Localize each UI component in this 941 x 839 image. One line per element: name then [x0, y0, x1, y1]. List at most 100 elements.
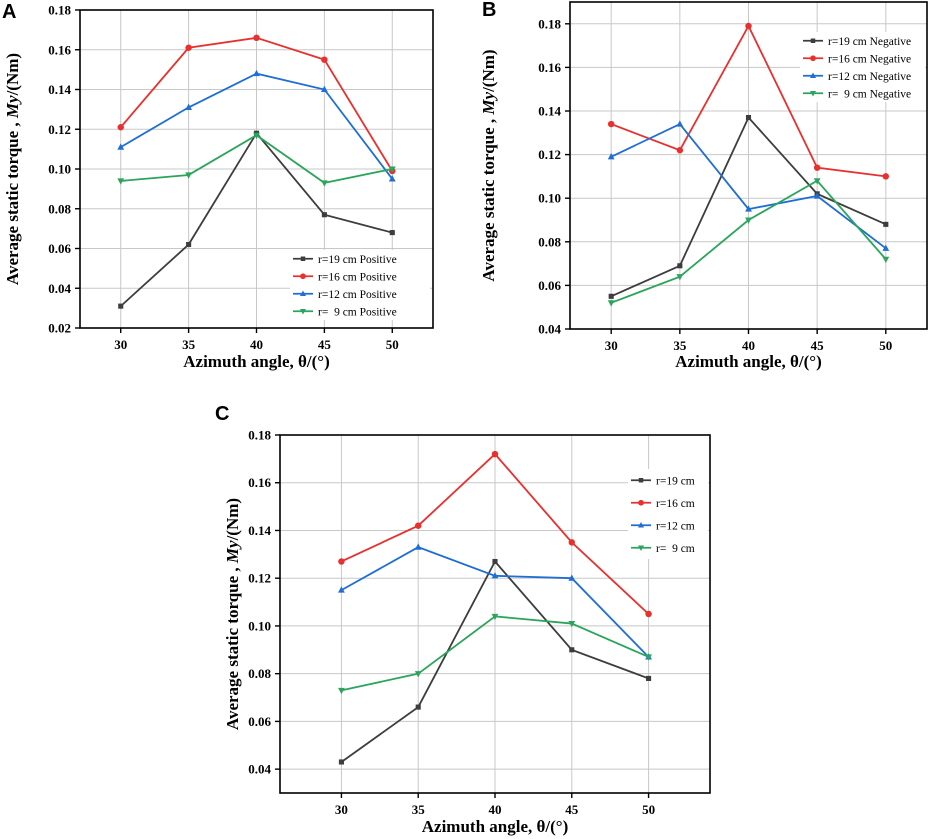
data-point-b-1 [607, 120, 615, 128]
x-axis-label-c: Azimuth angle, θ/(°) [422, 817, 568, 836]
y-tick-label: 0.16 [248, 475, 271, 490]
y-tick-label: 0.04 [248, 762, 271, 777]
legend-marker [300, 309, 306, 315]
y-tick-label: 0.16 [538, 60, 561, 75]
y-axis-label-part: My [3, 95, 22, 119]
data-point-b-0 [745, 114, 752, 121]
chart-panel-b: B 30 35 40 45 50 0.04 0.06 0.08 0.10 0.12 0.14 0.16 0… [479, 0, 928, 371]
x-tick-label: 50 [879, 338, 892, 353]
data-point-b-2 [882, 244, 890, 251]
y-tick-label: 0.18 [48, 3, 71, 18]
y-tick-label: 0.12 [538, 147, 561, 162]
y-tick-label: 0.16 [48, 42, 71, 57]
data-point-c-0 [415, 704, 421, 710]
data-point-c-1 [645, 610, 652, 618]
data-point-a-3 [320, 180, 328, 187]
x-tick-label: 35 [673, 338, 687, 353]
data-point-a-0 [118, 303, 124, 309]
x-tick-label: 35 [412, 802, 426, 817]
x-tick-label: 30 [114, 337, 127, 352]
data-point-a-1 [185, 44, 192, 51]
legend-label: r=12 cm [656, 520, 695, 532]
legend-label: r=16 cm Positive [318, 271, 397, 283]
x-tick-label: 30 [335, 802, 348, 817]
chart-panel-c: C 30 35 40 45 50 0.04 0.06 0.08 0.10 0.12 0.14 0.16 0… [215, 403, 711, 836]
legend-marker [638, 499, 644, 506]
data-point-b-3 [745, 217, 752, 224]
y-axis-label-part: Average static torque , [479, 115, 498, 282]
legend-marker [810, 38, 816, 43]
legend-marker [810, 91, 816, 97]
data-point-c-1 [491, 450, 499, 458]
y-tick-label: 0.04 [538, 322, 561, 337]
panel-letter-b: B [482, 0, 496, 21]
data-point-b-1 [745, 22, 752, 30]
y-axis-label-c: Average static torque , My/(Nm) [223, 498, 242, 730]
legend-box-c [628, 469, 708, 559]
data-point-b-0 [883, 221, 889, 227]
y-axis-label-part: Average static torque , [3, 118, 22, 285]
data-point-b-3 [882, 256, 890, 263]
data-point-c-2 [491, 572, 499, 579]
data-point-b-3 [813, 178, 821, 185]
y-tick-label: 0.08 [48, 201, 71, 216]
y-axis-label-part: Average static torque , [223, 563, 242, 730]
data-point-a-2 [253, 69, 260, 77]
y-axis-label-part: My [223, 540, 242, 564]
data-point-c-0 [338, 759, 344, 765]
panel-letter-c: C [215, 403, 229, 425]
legend-marker [300, 273, 306, 280]
data-point-a-2 [117, 143, 125, 150]
legend-marker [638, 478, 644, 483]
y-axis-label-part: My [479, 91, 498, 115]
data-point-a-1 [321, 56, 328, 63]
legend-box-a [290, 250, 430, 320]
legend-marker [638, 521, 644, 528]
x-tick-label: 50 [642, 802, 655, 817]
y-axis-label-part: /(Nm) [223, 498, 242, 541]
legend-label: r= 9 cm Negative [828, 88, 911, 100]
data-point-a-0 [321, 212, 327, 218]
legend-marker [300, 290, 306, 296]
data-point-a-3 [185, 172, 193, 179]
data-point-c-3 [645, 654, 652, 661]
data-point-b-3 [607, 300, 615, 307]
legend-label: r=16 cm [656, 498, 695, 510]
data-point-a-3 [388, 166, 396, 173]
data-point-b-1 [676, 147, 684, 154]
data-point-c-3 [568, 620, 576, 628]
y-tick-label: 0.12 [248, 571, 271, 586]
data-point-b-1 [813, 164, 821, 171]
x-tick-label: 45 [811, 338, 825, 353]
data-point-a-2 [388, 175, 396, 182]
legend-label: r= 9 cm [656, 543, 695, 555]
legend-label: r=19 cm Positive [318, 254, 397, 266]
legend-marker [300, 256, 306, 261]
y-tick-label: 0.10 [248, 618, 271, 633]
data-point-a-0 [389, 230, 395, 236]
data-point-c-2 [338, 586, 345, 593]
y-tick-label: 0.18 [538, 16, 561, 31]
data-point-c-3 [338, 687, 345, 695]
y-axis-label-b: Average static torque , My/(Nm) [479, 49, 498, 281]
legend-marker [638, 545, 644, 552]
data-point-c-3 [414, 671, 422, 678]
data-point-c-1 [414, 522, 422, 529]
data-point-a-1 [253, 34, 260, 42]
y-tick-label: 0.06 [248, 714, 271, 729]
data-point-a-3 [117, 178, 125, 185]
data-point-c-1 [568, 539, 576, 546]
data-point-a-3 [253, 132, 260, 139]
data-point-b-2 [745, 205, 752, 212]
legend-label: r=12 cm Positive [318, 289, 397, 301]
legend-marker [810, 72, 816, 78]
legend-label: r=19 cm Negative [828, 36, 911, 48]
chart-panel-a: A 30 35 40 45 50 0.02 0.04 0.06 0.08 0.10 0.12 0.14 0… [2, 1, 434, 371]
data-point-b-2 [813, 192, 821, 199]
data-point-a-0 [186, 241, 192, 248]
panel-letter-a: A [2, 1, 16, 23]
data-point-c-2 [414, 543, 422, 550]
x-tick-label: 45 [318, 337, 332, 352]
data-point-b-2 [607, 153, 615, 160]
